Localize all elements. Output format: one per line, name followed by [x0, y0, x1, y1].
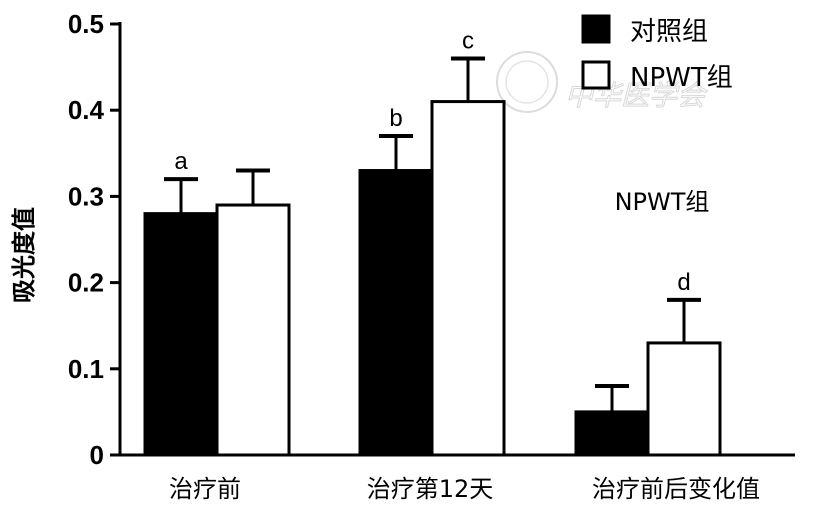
- y-tick-label: 0.5: [68, 9, 104, 39]
- watermark-seal-inner-icon: [505, 60, 549, 104]
- y-tick-label: 0: [90, 440, 104, 470]
- significance-letter: a: [174, 148, 188, 175]
- bar-npwt-3: [646, 341, 722, 457]
- y-axis-ticks: 0 0.1 0.2 0.3 0.4 0.5: [68, 9, 120, 470]
- axes: [118, 22, 795, 457]
- x-category-label: 治疗前: [169, 475, 241, 503]
- bar-npwt-2: [430, 100, 506, 457]
- y-tick-label: 0.3: [68, 181, 104, 211]
- bars: a b c d: [143, 27, 722, 457]
- y-axis-label: 吸光度值: [10, 207, 38, 303]
- y-tick-label: 0.2: [68, 268, 104, 298]
- bar-npwt-1: [215, 203, 291, 457]
- legend-label-control: 对照组: [630, 17, 708, 47]
- x-category-label: 治疗第12天: [367, 475, 494, 503]
- legend-swatch-npwt: [581, 60, 611, 90]
- watermark: 中华医学会: [496, 51, 709, 113]
- significance-letter: c: [462, 27, 474, 54]
- legend: 对照组 NPWT组: [581, 14, 733, 93]
- y-tick-label: 0.4: [68, 95, 105, 125]
- significance-letter: d: [677, 269, 690, 296]
- y-tick-label: 0.1: [68, 354, 104, 384]
- x-category-label: 治疗前后变化值: [592, 475, 760, 503]
- legend-label-npwt: NPWT组: [630, 63, 733, 93]
- watermark-seal-icon: [496, 51, 558, 113]
- bar-control-1: [143, 212, 219, 457]
- bar-control-2: [358, 169, 434, 457]
- legend-swatch-control: [581, 14, 611, 44]
- x-axis-labels: 治疗前 治疗第12天 治疗前后变化值: [169, 475, 760, 503]
- annotation-npwt-label: NPWT组: [615, 188, 710, 216]
- significance-letter: b: [389, 105, 402, 132]
- bar-control-3: [574, 410, 650, 457]
